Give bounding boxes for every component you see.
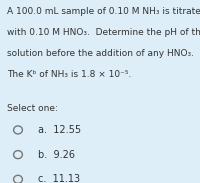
Text: The Kᵇ of NH₃ is 1.8 × 10⁻⁵.: The Kᵇ of NH₃ is 1.8 × 10⁻⁵. <box>7 70 131 79</box>
Text: a.  12.55: a. 12.55 <box>38 125 81 135</box>
Text: solution before the addition of any HNO₃.: solution before the addition of any HNO₃… <box>7 49 194 58</box>
Text: with 0.10 M HNO₃.  Determine the pH of the: with 0.10 M HNO₃. Determine the pH of th… <box>7 28 200 37</box>
Text: b.  9.26: b. 9.26 <box>38 150 75 160</box>
Text: Select one:: Select one: <box>7 104 58 113</box>
Text: A 100.0 mL sample of 0.10 M NH₃ is titrated: A 100.0 mL sample of 0.10 M NH₃ is titra… <box>7 7 200 16</box>
Text: c.  11.13: c. 11.13 <box>38 174 80 183</box>
